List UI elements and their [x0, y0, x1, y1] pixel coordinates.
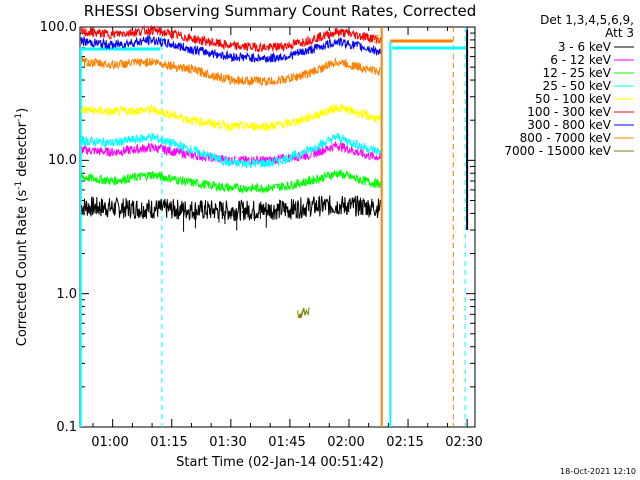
legend-label: 800 - 7000 keV — [520, 131, 612, 145]
generation-timestamp: 18-Oct-2021 12:10 — [560, 467, 636, 476]
legend-label: 50 - 100 keV — [535, 92, 612, 106]
legend-label: 25 - 50 keV — [543, 79, 612, 93]
x-tick-label-0145: 01:45 — [268, 435, 305, 450]
x-tick-label-0230: 02:30 — [445, 435, 482, 450]
series-line-800-7000keV — [80, 57, 381, 87]
y-tick-label-1: 1.0 — [56, 287, 77, 302]
x-axis-label: Start Time (02-Jan-14 00:51:42) — [176, 455, 384, 470]
series-line-7000-15000keV — [297, 307, 310, 319]
flag-marker-s: S — [373, 33, 380, 46]
series-line-12-25keV — [80, 169, 381, 195]
series-line-25-50keV — [80, 132, 381, 169]
y-tick-label-100: 100.0 — [40, 20, 77, 35]
y-tick-label-0-1: 0.1 — [56, 420, 77, 435]
y-axis-label: Corrected Count Rate (s-1 detector-1) — [14, 108, 30, 346]
chart-title: RHESSI Observing Summary Count Rates, Co… — [84, 2, 477, 20]
x-tick-label-0215: 02:15 — [386, 435, 423, 450]
region-overlays — [79, 27, 469, 427]
x-tick-label-0115: 01:15 — [150, 435, 187, 450]
legend-header-attenuator: Att 3 — [605, 26, 634, 40]
legend-label: 3 - 6 keV — [558, 40, 612, 54]
legend-label: 100 - 300 keV — [527, 105, 611, 119]
series-line-50-100keV — [80, 103, 381, 133]
legend-label: 6 - 12 keV — [550, 53, 612, 67]
x-tick-label-0100: 01:00 — [91, 435, 128, 450]
x-tick-label-0130: 01:30 — [209, 435, 246, 450]
legend-header-detectors: Det 1,3,4,5,6,9, — [540, 13, 634, 27]
series-lines — [80, 24, 381, 319]
series-line-100-300keV — [80, 24, 381, 53]
x-tick-label-0200: 02:00 — [327, 435, 364, 450]
series-line-300-800keV — [80, 33, 381, 64]
legend-label: 12 - 25 keV — [543, 66, 612, 80]
legend-label: 7000 - 15000 keV — [504, 144, 611, 158]
legend-label: 300 - 800 keV — [527, 118, 611, 132]
y-tick-label-10: 10.0 — [48, 153, 77, 168]
